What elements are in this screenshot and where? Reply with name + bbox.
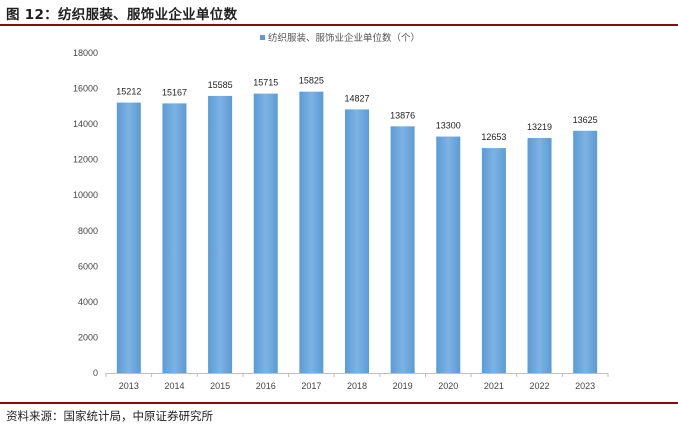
y-tick-label: 18000 xyxy=(73,48,98,58)
y-tick-label: 0 xyxy=(93,368,98,378)
bar xyxy=(573,130,598,373)
y-tick-label: 14000 xyxy=(73,119,98,129)
bar-value-label: 15825 xyxy=(299,76,324,86)
x-tick-label: 2016 xyxy=(256,381,276,391)
y-tick-label: 16000 xyxy=(73,84,98,94)
x-tick-label: 2020 xyxy=(438,381,458,391)
bottom-divider xyxy=(0,402,678,404)
legend-swatch xyxy=(260,35,265,40)
y-tick-label: 8000 xyxy=(78,226,98,236)
y-tick-label: 6000 xyxy=(78,261,98,271)
bar xyxy=(436,136,461,373)
bar xyxy=(299,91,324,373)
title-divider xyxy=(0,24,678,26)
bar xyxy=(390,126,415,373)
bar-value-label: 13219 xyxy=(527,122,552,132)
bar xyxy=(116,102,141,373)
bar-chart: 纺织服装、服饰业企业单位数（个） 0 2000 4000 6000 8000 10000 1… xyxy=(73,32,609,391)
x-tick-label: 2023 xyxy=(575,381,595,391)
x-tick-label: 2021 xyxy=(484,381,504,391)
source-note: 资料来源：国家统计局，中原证券研究所 xyxy=(6,409,213,423)
x-tick-label: 2019 xyxy=(393,381,413,391)
bar-value-label: 15212 xyxy=(116,87,141,97)
x-tick-label: 2015 xyxy=(210,381,230,391)
legend-label: 纺织服装、服饰业企业单位数（个） xyxy=(268,32,420,44)
bar-value-labels: 15212 15167 15585 15715 15825 14827 13876 13300… xyxy=(116,76,597,142)
y-axis: 0 2000 4000 6000 8000 10000 12000 14000 16000 180… xyxy=(73,48,98,378)
y-tick-label: 12000 xyxy=(73,155,98,165)
bar xyxy=(208,95,233,373)
x-tick-label: 2022 xyxy=(530,381,550,391)
bar-value-label: 15585 xyxy=(208,80,233,90)
x-tick-label: 2018 xyxy=(347,381,367,391)
x-tick-label: 2013 xyxy=(119,381,139,391)
bar-value-label: 12653 xyxy=(481,132,506,142)
y-tick-label: 2000 xyxy=(78,332,98,342)
y-tick-label: 4000 xyxy=(78,297,98,307)
x-axis: 2013 2014 2015 2016 2017 2018 2019 2020 2021 2022… xyxy=(105,373,609,391)
bar-value-label: 13300 xyxy=(436,121,461,131)
bar-value-label: 13876 xyxy=(390,110,415,120)
x-tick-label: 2017 xyxy=(301,381,321,391)
bar-value-label: 14827 xyxy=(344,93,369,103)
bar-value-label: 15715 xyxy=(253,78,278,88)
chart-legend: 纺织服装、服饰业企业单位数（个） xyxy=(260,32,420,44)
bar-value-label: 13625 xyxy=(573,115,598,125)
bar-value-label: 15167 xyxy=(162,87,187,97)
bar xyxy=(345,109,369,374)
bar-series xyxy=(116,91,598,374)
bar xyxy=(162,103,187,373)
figure-title: 图 12：纺织服装、服饰业企业单位数 xyxy=(6,7,238,23)
bar xyxy=(253,93,278,373)
x-tick-label: 2014 xyxy=(164,381,184,391)
y-tick-label: 10000 xyxy=(73,190,98,200)
bar xyxy=(481,148,506,373)
bar xyxy=(527,137,552,373)
